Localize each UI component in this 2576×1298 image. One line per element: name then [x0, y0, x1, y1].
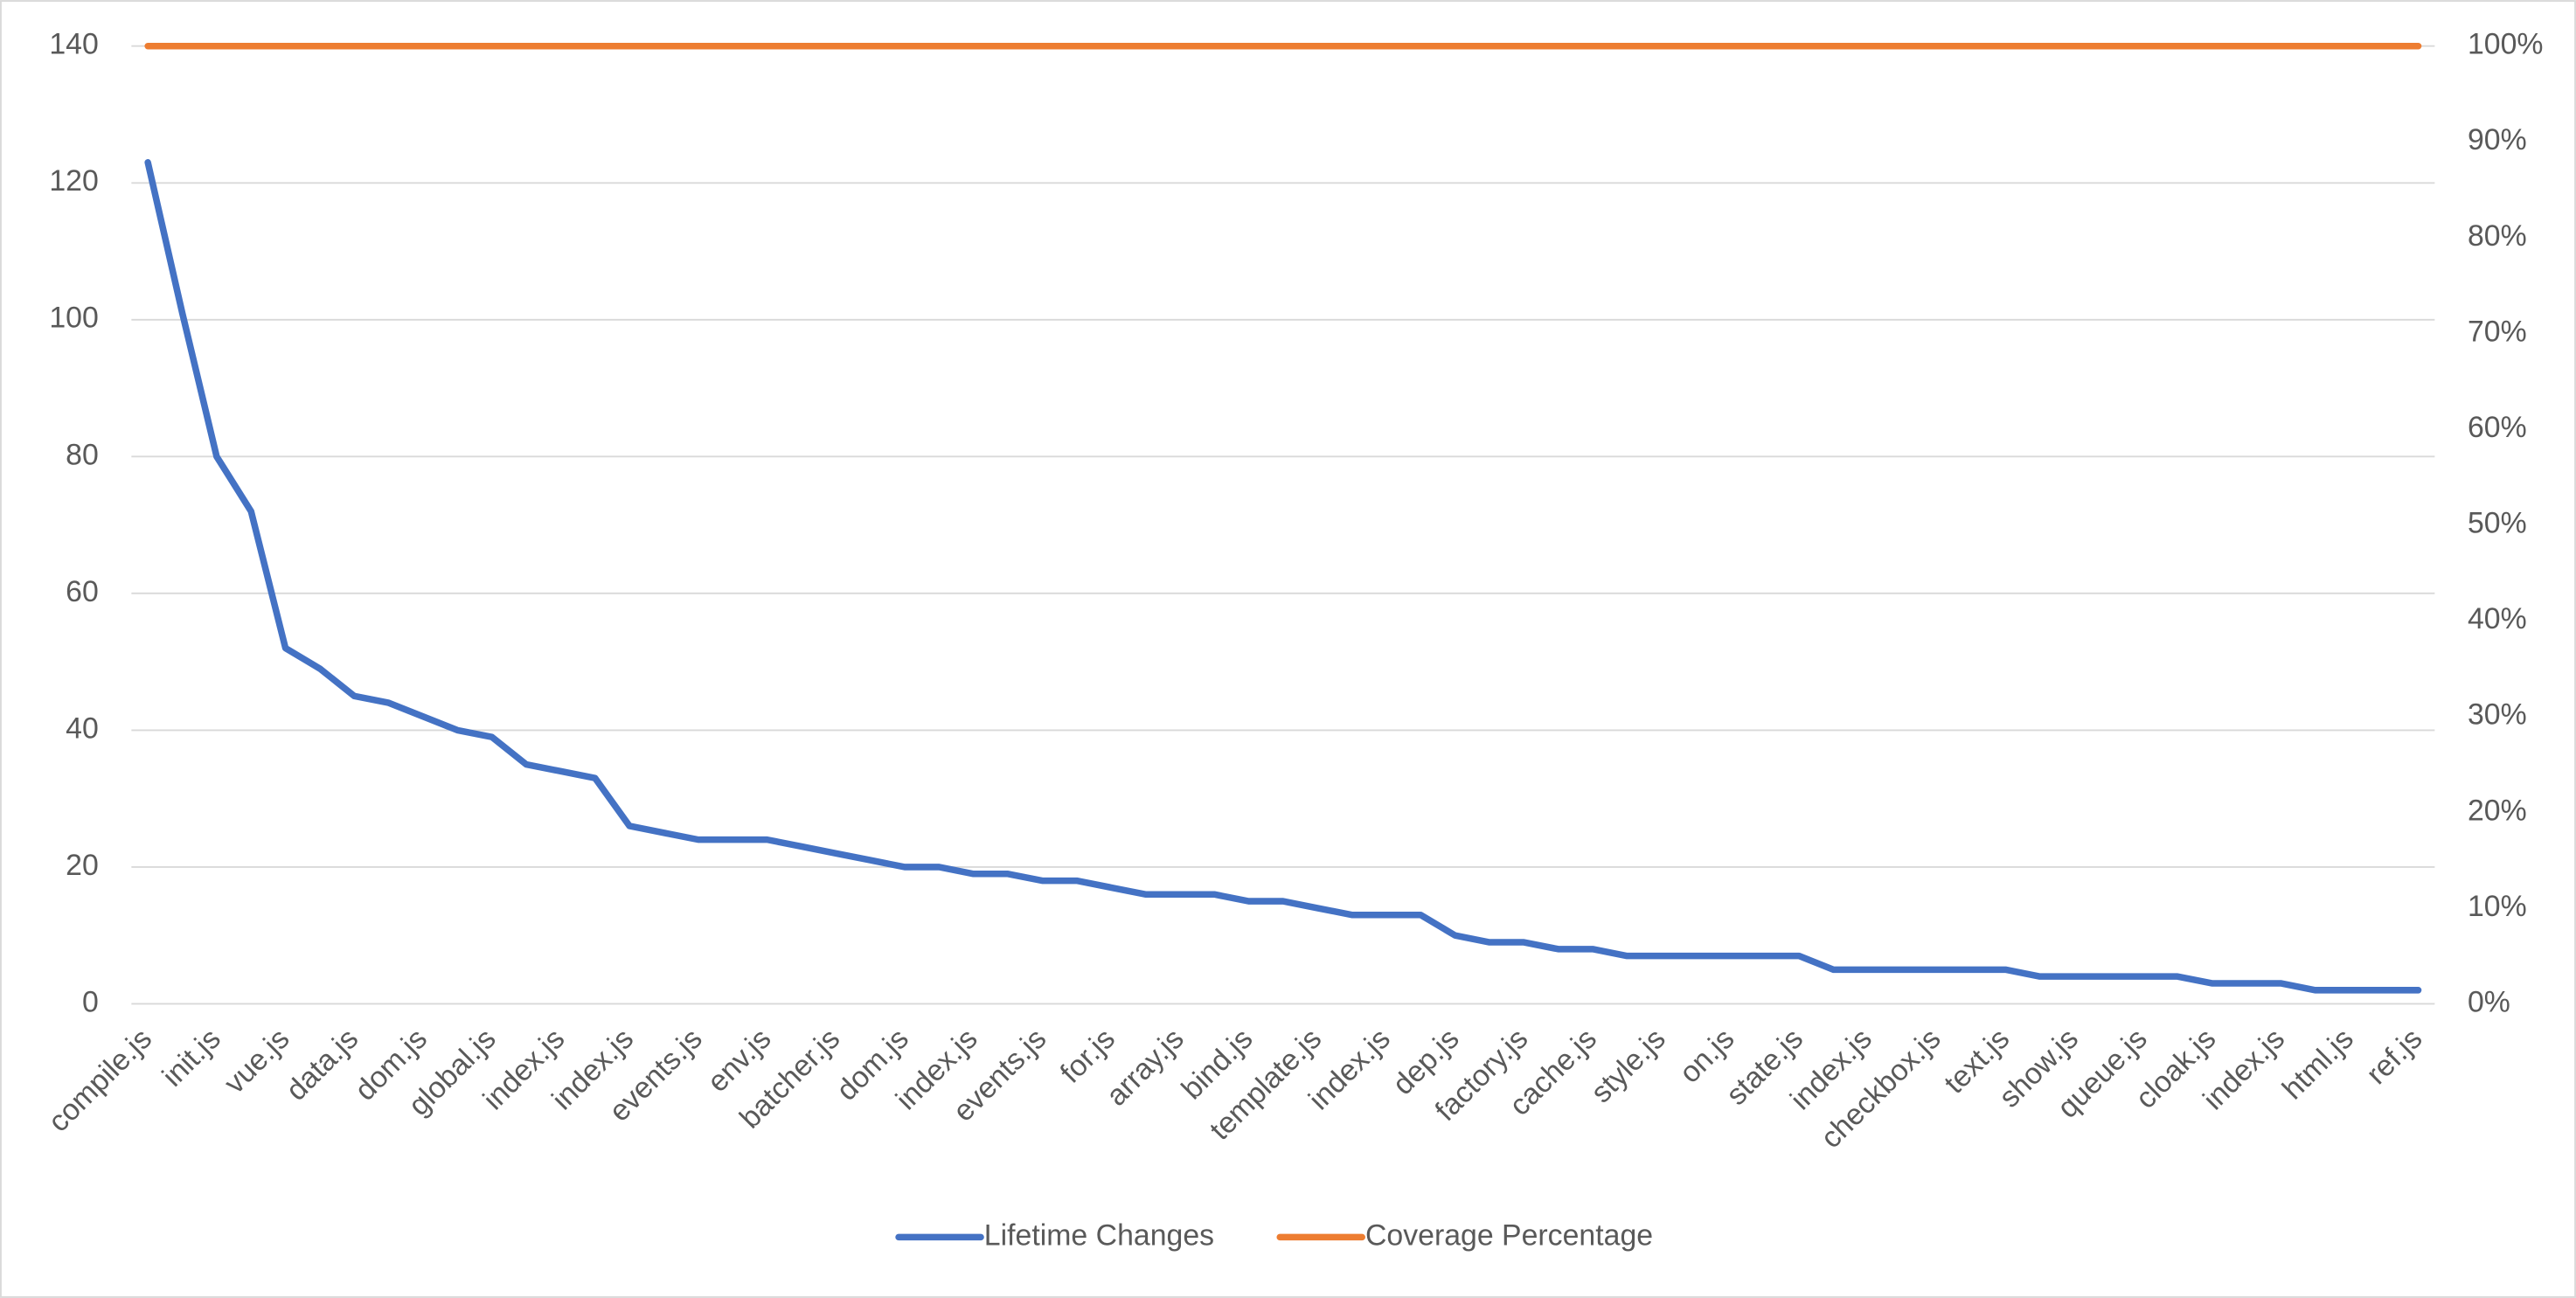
y-tick-label: 20 [66, 849, 99, 882]
y2-tick-label: 40% [2468, 602, 2527, 635]
y-tick-label: 140 [49, 28, 98, 61]
y2-tick-label: 70% [2468, 315, 2527, 348]
y2-tick-label: 0% [2468, 985, 2510, 1018]
y-tick-label: 80 [66, 438, 99, 471]
legend-label: Lifetime Changes [984, 1218, 1214, 1252]
y2-tick-label: 30% [2468, 698, 2527, 732]
y-tick-label: 40 [66, 711, 99, 745]
y2-tick-label: 80% [2468, 219, 2527, 253]
line-series [144, 159, 2422, 994]
y2-tick-label: 90% [2468, 123, 2527, 156]
y2-tick-label: 100% [2468, 28, 2544, 61]
y2-tick-label: 10% [2468, 890, 2527, 923]
y-tick-label: 120 [49, 164, 98, 198]
y2-tick-label: 60% [2468, 411, 2527, 444]
legend-label: Coverage Percentage [1365, 1218, 1653, 1252]
y-tick-label: 100 [49, 302, 98, 335]
y2-tick-label: 20% [2468, 794, 2527, 827]
y-tick-label: 0 [82, 985, 99, 1018]
y2-tick-label: 50% [2468, 507, 2527, 540]
y-tick-label: 60 [66, 575, 99, 608]
